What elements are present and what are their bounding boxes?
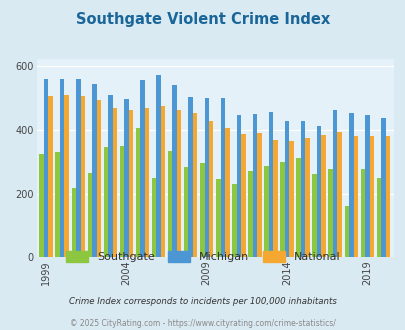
Bar <box>112 108 117 257</box>
Bar <box>103 147 108 257</box>
Bar <box>44 79 48 257</box>
Bar <box>256 133 261 257</box>
Bar <box>192 113 197 257</box>
Bar <box>128 110 133 257</box>
Bar <box>316 125 321 257</box>
Bar <box>80 96 85 257</box>
Bar <box>92 84 96 257</box>
Bar <box>241 134 245 257</box>
Bar <box>124 99 128 257</box>
Bar <box>76 79 80 257</box>
Bar <box>151 178 156 257</box>
Bar <box>60 79 64 257</box>
Bar <box>140 80 145 257</box>
Bar <box>145 108 149 257</box>
Bar <box>279 162 284 257</box>
Text: © 2025 CityRating.com - https://www.cityrating.com/crime-statistics/: © 2025 CityRating.com - https://www.city… <box>70 319 335 328</box>
Bar <box>360 169 364 257</box>
Bar <box>168 151 172 257</box>
Bar <box>188 97 192 257</box>
Bar <box>296 158 300 257</box>
Bar <box>268 112 273 257</box>
Bar <box>236 115 241 257</box>
Bar <box>220 98 224 257</box>
Bar <box>264 166 268 257</box>
Bar <box>369 136 373 257</box>
Bar <box>172 85 177 257</box>
Bar <box>183 167 188 257</box>
Bar <box>328 169 332 257</box>
Bar <box>344 206 348 257</box>
Bar <box>204 98 209 257</box>
Bar <box>284 121 289 257</box>
Bar <box>39 153 44 257</box>
Text: Southgate Violent Crime Index: Southgate Violent Crime Index <box>76 12 329 26</box>
Bar <box>160 106 165 257</box>
Bar <box>156 75 160 257</box>
Bar <box>200 163 204 257</box>
Bar <box>321 135 325 257</box>
Bar <box>311 174 316 257</box>
Bar <box>232 183 236 257</box>
Bar <box>119 146 124 257</box>
Bar <box>108 94 112 257</box>
Text: Crime Index corresponds to incidents per 100,000 inhabitants: Crime Index corresponds to incidents per… <box>69 297 336 306</box>
Bar <box>215 179 220 257</box>
Bar <box>87 173 92 257</box>
Bar <box>353 136 357 257</box>
Bar <box>300 121 305 257</box>
Bar <box>305 138 309 257</box>
Bar <box>348 113 353 257</box>
Bar <box>64 95 69 257</box>
Bar <box>247 171 252 257</box>
Bar <box>55 152 60 257</box>
Bar <box>273 140 277 257</box>
Bar <box>289 141 293 257</box>
Bar <box>135 128 140 257</box>
Bar <box>252 114 256 257</box>
Bar <box>380 118 385 257</box>
Bar <box>385 136 389 257</box>
Legend: Southgate, Michigan, National: Southgate, Michigan, National <box>61 247 344 267</box>
Bar <box>364 115 369 257</box>
Bar <box>376 178 380 257</box>
Bar <box>224 128 229 257</box>
Bar <box>337 132 341 257</box>
Bar <box>332 111 337 257</box>
Bar <box>177 110 181 257</box>
Bar <box>48 96 53 257</box>
Bar <box>96 100 101 257</box>
Bar <box>209 121 213 257</box>
Bar <box>71 188 76 257</box>
